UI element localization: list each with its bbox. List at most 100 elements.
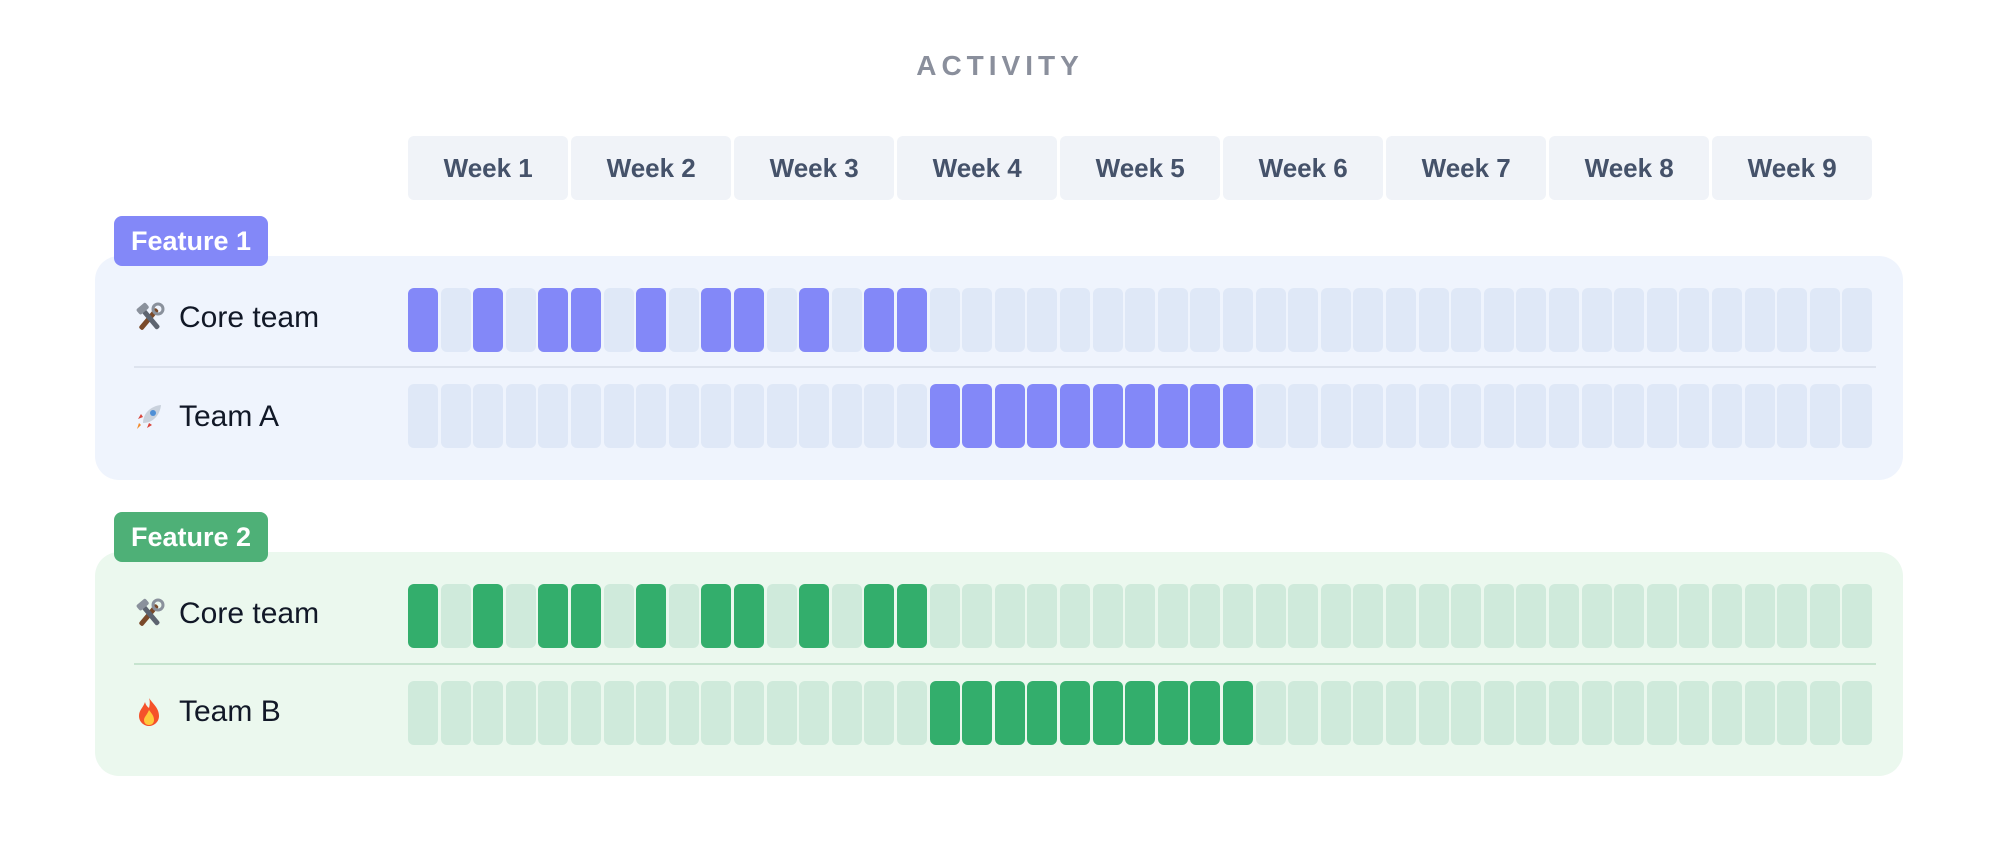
activity-cell-inactive [1288,384,1319,448]
activity-cell-inactive [668,584,699,648]
activity-cell-inactive [1483,584,1514,648]
activity-cell-active [1157,681,1188,745]
feature-2-row-divider [134,663,1876,665]
activity-cell-inactive [701,384,732,448]
activity-cell-inactive [1027,288,1058,352]
activity-cell-inactive [831,584,862,648]
activity-cell-inactive [1679,681,1710,745]
week-header: Week 1 [408,136,569,200]
activity-cell-active [962,681,993,745]
activity-cell-active [701,584,732,648]
activity-cell-inactive [1386,384,1416,448]
activity-cell-inactive [962,288,993,352]
activity-cell-active [1190,384,1221,448]
row-label-team-b: Team B [133,692,281,732]
week-header: Week 8 [1549,136,1710,200]
activity-cell-inactive [1353,584,1384,648]
activity-cell-inactive [1353,681,1384,745]
row-label-core-team-2: Core team [133,594,319,634]
activity-cell-inactive [799,681,830,745]
activity-cell-inactive [1190,288,1221,352]
activity-cell-inactive [440,584,471,648]
activity-cell-active [538,288,569,352]
activity-cell-inactive [1744,584,1775,648]
activity-cell-inactive [1679,384,1710,448]
activity-cell-inactive [1060,288,1090,352]
activity-cell-inactive [1549,681,1579,745]
activity-cell-inactive [799,384,830,448]
activity-cell-inactive [1777,681,1808,745]
activity-cell-inactive [1712,288,1742,352]
activity-cell-active [799,584,830,648]
activity-cell-inactive [1190,584,1221,648]
activity-cell-inactive [538,384,569,448]
activity-cell-inactive [1842,681,1873,745]
activity-cell-inactive [1581,384,1612,448]
activity-cell-active [408,584,438,648]
activity-cell-active [799,288,830,352]
activity-cell-active [864,288,895,352]
activity-cell-inactive [1842,384,1873,448]
activity-cell-inactive [1255,288,1286,352]
activity-cell-active [929,681,960,745]
activity-cell-active [734,584,764,648]
week-header: Week 9 [1712,136,1873,200]
activity-cell-inactive [1288,288,1319,352]
activity-cell-active [1060,384,1090,448]
activity-cell-active [962,384,993,448]
activity-cell-inactive [897,681,927,745]
activity-cell-inactive [1353,384,1384,448]
activity-cell-active [1223,681,1253,745]
feature-2-badge: Feature 2 [114,512,269,562]
activity-cell-inactive [1614,288,1645,352]
activity-cell-inactive [1418,384,1449,448]
activity-cell-inactive [408,384,438,448]
activity-cell-active [897,288,927,352]
activity-cell-active [897,584,927,648]
activity-cell-inactive [1744,288,1775,352]
activity-cell-inactive [1288,584,1319,648]
activity-cell-inactive [1483,384,1514,448]
activity-cell-inactive [1549,584,1579,648]
activity-cell-inactive [1809,288,1840,352]
activity-cell-inactive [897,384,927,448]
activity-cell-inactive [1092,584,1123,648]
activity-cell-inactive [1027,584,1058,648]
activity-cell-inactive [1581,288,1612,352]
activity-cell-inactive [1646,384,1677,448]
activity-cell-inactive [1809,384,1840,448]
activity-cell-inactive [1255,384,1286,448]
activity-cell-inactive [1581,681,1612,745]
week-header: Week 4 [897,136,1058,200]
activity-cell-inactive [1679,288,1710,352]
activity-cell-inactive [668,681,699,745]
activity-cell-active [538,584,569,648]
activity-cell-inactive [1288,681,1319,745]
activity-cell-inactive [1255,584,1286,648]
activity-cell-inactive [603,384,634,448]
activity-cell-active [701,288,732,352]
activity-cell-inactive [734,384,764,448]
activity-cell-inactive [668,288,699,352]
activity-cell-inactive [1223,288,1253,352]
tools-icon [133,302,165,334]
activity-cell-inactive [1386,681,1416,745]
activity-cell-inactive [440,288,471,352]
activity-cell-inactive [603,288,634,352]
activity-cell-inactive [1646,584,1677,648]
activity-cell-inactive [1418,681,1449,745]
activity-cell-active [1223,384,1253,448]
activity-cell-active [473,584,504,648]
activity-cell-active [994,384,1025,448]
row-label-text: Core team [179,301,320,334]
activity-cell-active [408,288,438,352]
activity-cell-inactive [766,384,797,448]
activity-cell-inactive [1157,584,1188,648]
activity-cell-inactive [1320,384,1351,448]
activity-cell-inactive [1842,584,1873,648]
activity-cell-inactive [1386,288,1416,352]
activity-cell-active [734,288,764,352]
activity-cell-inactive [1614,384,1645,448]
activity-cell-active [1125,681,1156,745]
activity-cell-active [1157,384,1188,448]
